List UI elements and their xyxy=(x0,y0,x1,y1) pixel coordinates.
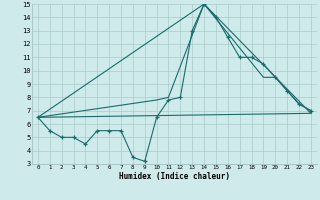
X-axis label: Humidex (Indice chaleur): Humidex (Indice chaleur) xyxy=(119,172,230,181)
